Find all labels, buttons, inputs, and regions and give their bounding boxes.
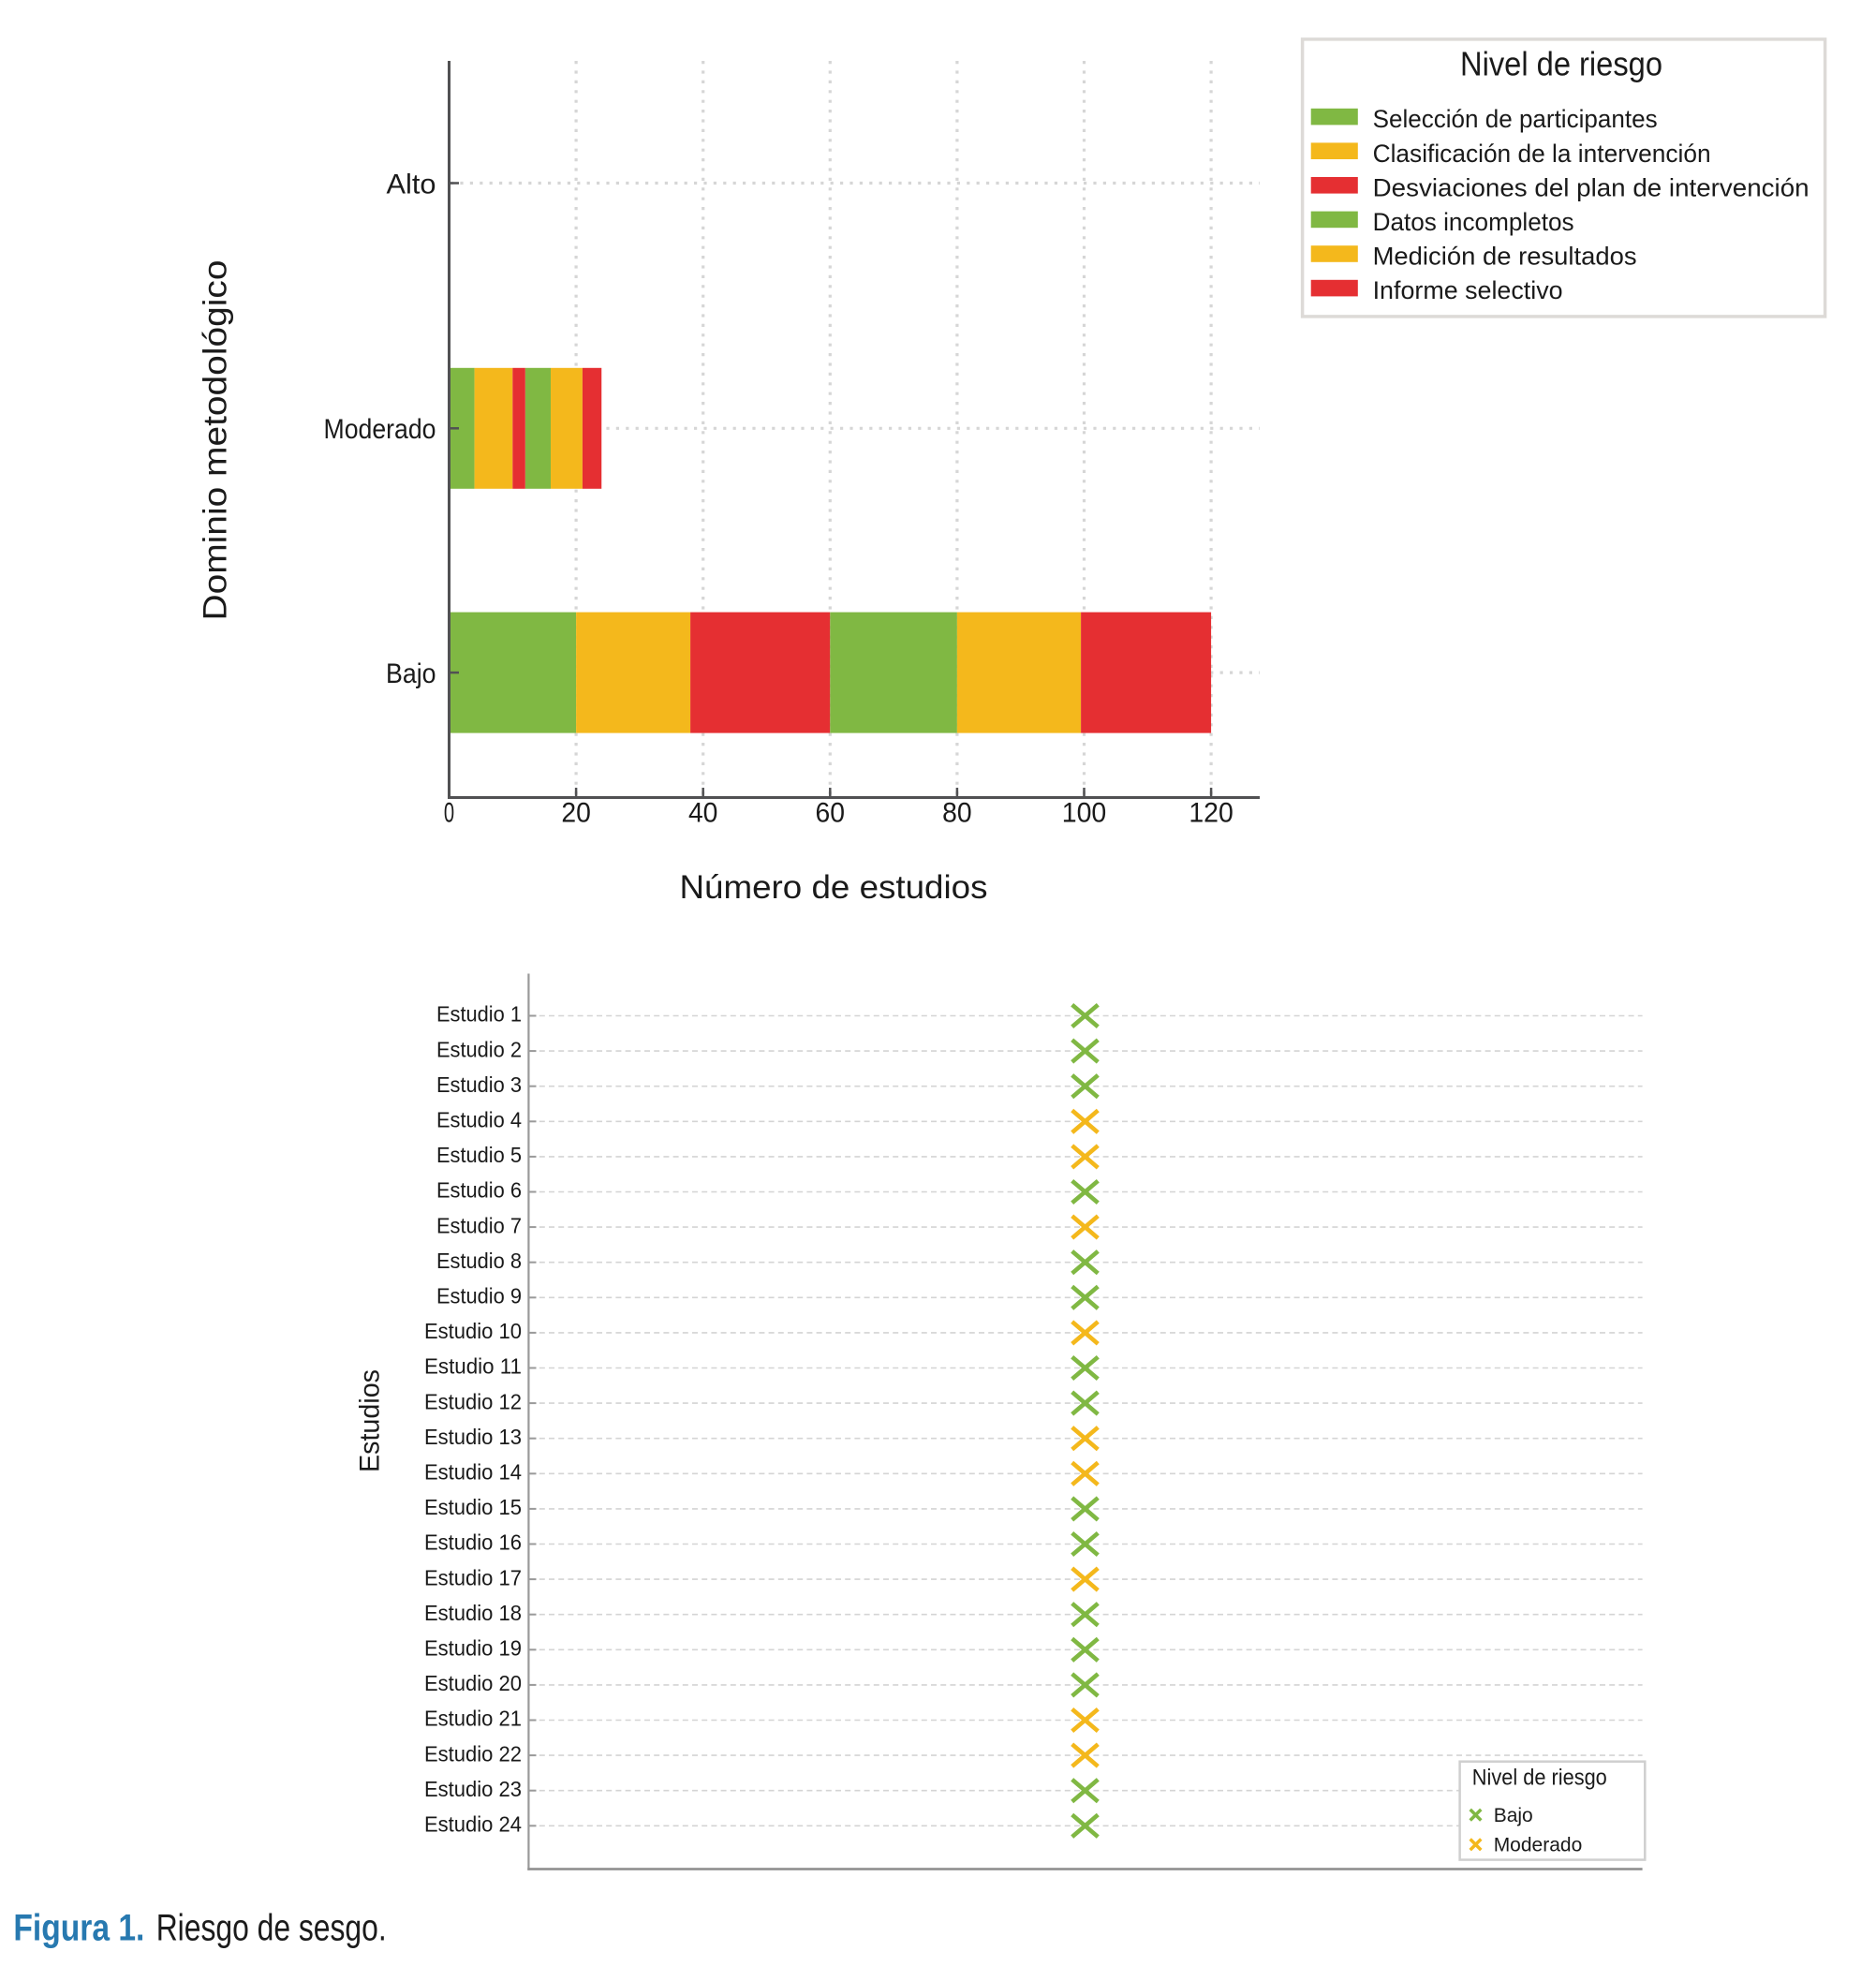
svg-text:Nivel de riesgo: Nivel de riesgo xyxy=(1472,1765,1607,1790)
svg-text:Estudio 18: Estudio 18 xyxy=(424,1601,522,1625)
svg-text:Figura 1.: Figura 1. xyxy=(13,1908,144,1949)
svg-text:Estudio 9: Estudio 9 xyxy=(436,1284,522,1308)
svg-text:Dominio metodológico: Dominio metodológico xyxy=(198,260,234,621)
svg-text:Estudio 17: Estudio 17 xyxy=(424,1565,522,1589)
svg-text:Estudio 5: Estudio 5 xyxy=(436,1143,522,1167)
svg-text:Estudio 16: Estudio 16 xyxy=(424,1530,522,1555)
svg-text:Bajo: Bajo xyxy=(386,658,436,689)
svg-text:Estudio 8: Estudio 8 xyxy=(436,1249,522,1273)
svg-text:Bajo: Bajo xyxy=(1494,1805,1533,1826)
svg-text:Moderado: Moderado xyxy=(324,414,436,445)
svg-text:Estudio 21: Estudio 21 xyxy=(424,1707,522,1731)
svg-text:Estudio 24: Estudio 24 xyxy=(424,1812,522,1837)
svg-text:40: 40 xyxy=(688,798,718,829)
svg-text:Datos incompletos: Datos incompletos xyxy=(1373,208,1574,236)
svg-text:Moderado: Moderado xyxy=(1494,1835,1583,1856)
svg-text:Clasificación de la intervenci: Clasificación de la intervención xyxy=(1373,140,1711,168)
svg-text:Número de estudios: Número de estudios xyxy=(680,869,988,906)
svg-text:Estudio 2: Estudio 2 xyxy=(436,1037,522,1061)
svg-text:Estudio 12: Estudio 12 xyxy=(424,1389,522,1413)
svg-text:Estudio 15: Estudio 15 xyxy=(424,1495,522,1519)
svg-text:20: 20 xyxy=(561,798,591,829)
svg-text:Estudio 3: Estudio 3 xyxy=(436,1072,522,1097)
svg-text:60: 60 xyxy=(816,798,846,829)
svg-text:Estudio 20: Estudio 20 xyxy=(424,1671,522,1695)
svg-text:Estudio 22: Estudio 22 xyxy=(424,1741,522,1766)
svg-text:Estudio 11: Estudio 11 xyxy=(424,1354,522,1379)
svg-text:Alto: Alto xyxy=(387,169,436,200)
svg-text:Estudio 13: Estudio 13 xyxy=(424,1425,522,1449)
svg-text:Riesgo de sesgo.: Riesgo de sesgo. xyxy=(156,1908,387,1949)
svg-text:Estudio 23: Estudio 23 xyxy=(424,1777,522,1801)
svg-text:Selección de participantes: Selección de participantes xyxy=(1373,105,1658,133)
svg-text:Estudio 19: Estudio 19 xyxy=(424,1636,522,1661)
svg-text:0: 0 xyxy=(444,798,454,829)
svg-text:Estudio 7: Estudio 7 xyxy=(436,1213,522,1237)
svg-text:Nivel de riesgo: Nivel de riesgo xyxy=(1460,45,1662,83)
svg-text:Estudio 14: Estudio 14 xyxy=(424,1460,522,1485)
svg-text:Desviaciones del plan de inter: Desviaciones del plan de intervención xyxy=(1373,173,1810,201)
svg-text:Estudio 6: Estudio 6 xyxy=(436,1178,522,1203)
svg-text:Estudio 1: Estudio 1 xyxy=(436,1002,522,1027)
svg-text:120: 120 xyxy=(1189,798,1233,829)
svg-text:Medición de resultados: Medición de resultados xyxy=(1373,243,1637,271)
svg-text:80: 80 xyxy=(942,798,972,829)
svg-text:Estudio 10: Estudio 10 xyxy=(424,1319,522,1343)
svg-text:Informe selectivo: Informe selectivo xyxy=(1373,276,1563,304)
svg-text:Estudios: Estudios xyxy=(355,1369,386,1472)
svg-text:100: 100 xyxy=(1062,798,1107,829)
svg-text:Estudio 4: Estudio 4 xyxy=(436,1108,522,1132)
